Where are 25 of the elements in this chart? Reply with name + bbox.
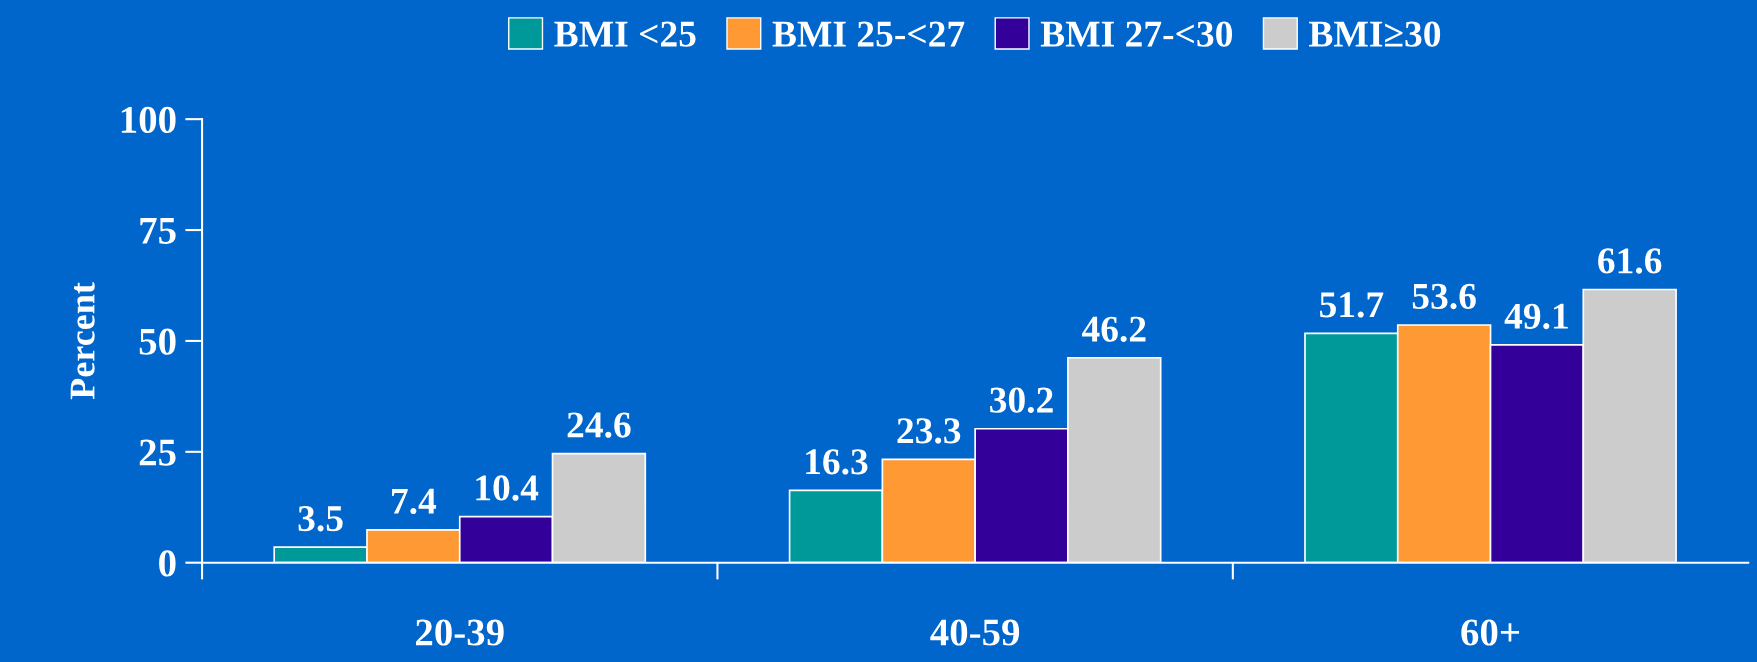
data-label: 30.2 <box>990 387 1053 413</box>
data-label: 3.5 <box>298 506 343 532</box>
y-axis-title: Percent <box>70 282 95 400</box>
y-tick-label: 75 <box>140 218 176 244</box>
data-label: 7.4 <box>392 488 437 515</box>
data-label: 23.3 <box>897 418 961 444</box>
legend-label: BMI <25 <box>554 21 696 47</box>
data-label: 53.6 <box>1412 283 1476 310</box>
x-tick-label: 60+ <box>1461 619 1520 646</box>
data-label: 61.6 <box>1598 248 1662 274</box>
data-label: 16.3 <box>806 449 868 475</box>
legend-label: BMI 27-<30 <box>1040 21 1233 47</box>
data-label: 10.4 <box>476 475 539 501</box>
y-tick-label: 50 <box>139 328 176 355</box>
legend-label: BMI 25-<27 <box>772 21 965 47</box>
x-tick-label: 40-59 <box>930 619 1020 646</box>
y-tick-label: 100 <box>121 106 176 134</box>
data-label: 46.2 <box>1081 316 1146 342</box>
data-label: 51.7 <box>1320 292 1384 318</box>
data-label: 24.6 <box>567 412 631 438</box>
x-tick-label: 20-39 <box>416 619 504 646</box>
y-tick-label: 0 <box>159 550 176 577</box>
y-tick-label: 25 <box>139 439 176 466</box>
legend-label: BMI≥30 <box>1309 21 1441 47</box>
data-label: 49.1 <box>1504 303 1568 330</box>
